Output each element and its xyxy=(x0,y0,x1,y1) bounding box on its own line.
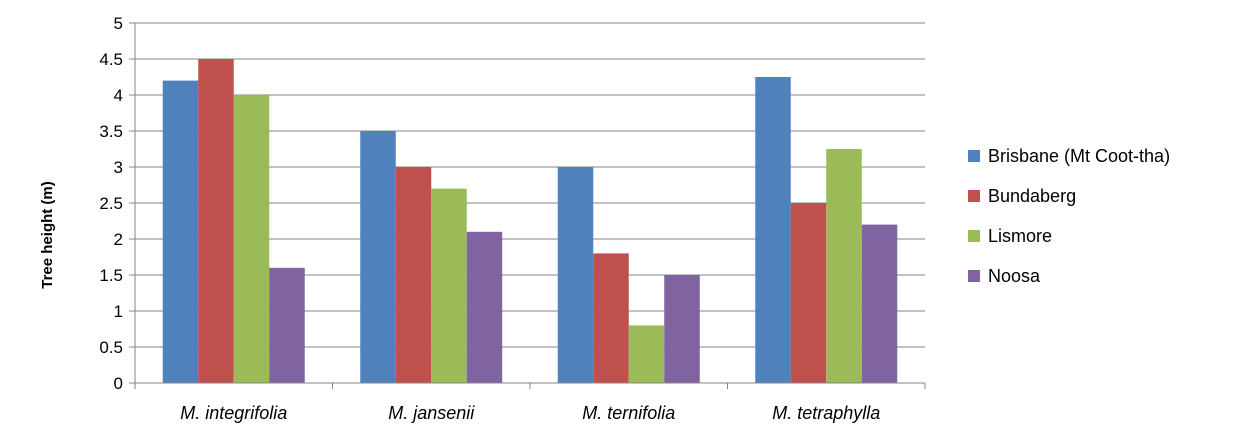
y-tick-label: 0 xyxy=(114,374,123,393)
y-axis-label: Tree height (m) xyxy=(39,181,56,289)
x-category-label: M. integrifolia xyxy=(180,403,287,423)
legend-item: Bundaberg xyxy=(968,176,1170,216)
bar-brisbane-mt-coot-tha xyxy=(557,167,594,383)
y-tick-label: 1.5 xyxy=(99,266,123,285)
bar-lismore xyxy=(431,188,467,383)
legend: Brisbane (Mt Coot-tha) Bundaberg Lismore No… xyxy=(968,136,1170,296)
y-tick-label: 4 xyxy=(114,86,123,105)
bar-bundaberg xyxy=(593,253,629,383)
legend-swatch xyxy=(968,270,980,282)
legend-label: Noosa xyxy=(988,265,1041,286)
bar-noosa xyxy=(466,231,503,383)
legend-item: Brisbane (Mt Coot-tha) xyxy=(968,136,1170,176)
x-category-label: M. tetraphylla xyxy=(772,403,880,423)
x-category-label: M. jansenii xyxy=(388,403,475,423)
bar-bundaberg xyxy=(790,203,827,383)
bar-bundaberg xyxy=(395,167,432,383)
legend-swatch xyxy=(968,150,980,162)
x-category-label: M. ternifolia xyxy=(582,403,675,423)
x-category-labels: M. integrifolia M. jansenii M. ternifolia M… xyxy=(180,403,880,423)
legend-swatch xyxy=(968,190,980,202)
bar-bundaberg xyxy=(198,59,234,383)
y-tick-label: 0.5 xyxy=(99,338,123,357)
legend-swatch xyxy=(968,230,980,242)
y-tick-label: 3 xyxy=(114,158,123,177)
y-tick-label: 4.5 xyxy=(99,50,123,69)
legend-item: Lismore xyxy=(968,216,1170,256)
bar-noosa xyxy=(861,224,898,383)
y-tick-label: 3.5 xyxy=(99,122,123,141)
y-tick-labels: 0 0.5 1 1.5 2 2.5 3 3.5 4 4.5 5 xyxy=(99,14,135,393)
bar-noosa xyxy=(664,275,700,383)
legend-label: Lismore xyxy=(988,225,1053,246)
bars xyxy=(162,59,898,383)
legend-item: Noosa xyxy=(968,256,1170,296)
bar-brisbane-mt-coot-tha xyxy=(755,77,791,383)
y-tick-label: 2 xyxy=(114,230,123,249)
bar-lismore xyxy=(628,325,665,383)
legend-label: Brisbane (Mt Coot-tha) xyxy=(988,145,1171,166)
y-tick-label: 2.5 xyxy=(99,194,123,213)
bar-brisbane-mt-coot-tha xyxy=(162,80,199,383)
bar-lismore xyxy=(233,95,270,383)
legend-label: Bundaberg xyxy=(988,185,1077,206)
bar-lismore xyxy=(826,149,862,383)
bar-noosa xyxy=(269,267,305,383)
y-tick-label: 5 xyxy=(114,14,123,33)
y-tick-label: 1 xyxy=(114,302,123,321)
bar-brisbane-mt-coot-tha xyxy=(360,131,396,383)
